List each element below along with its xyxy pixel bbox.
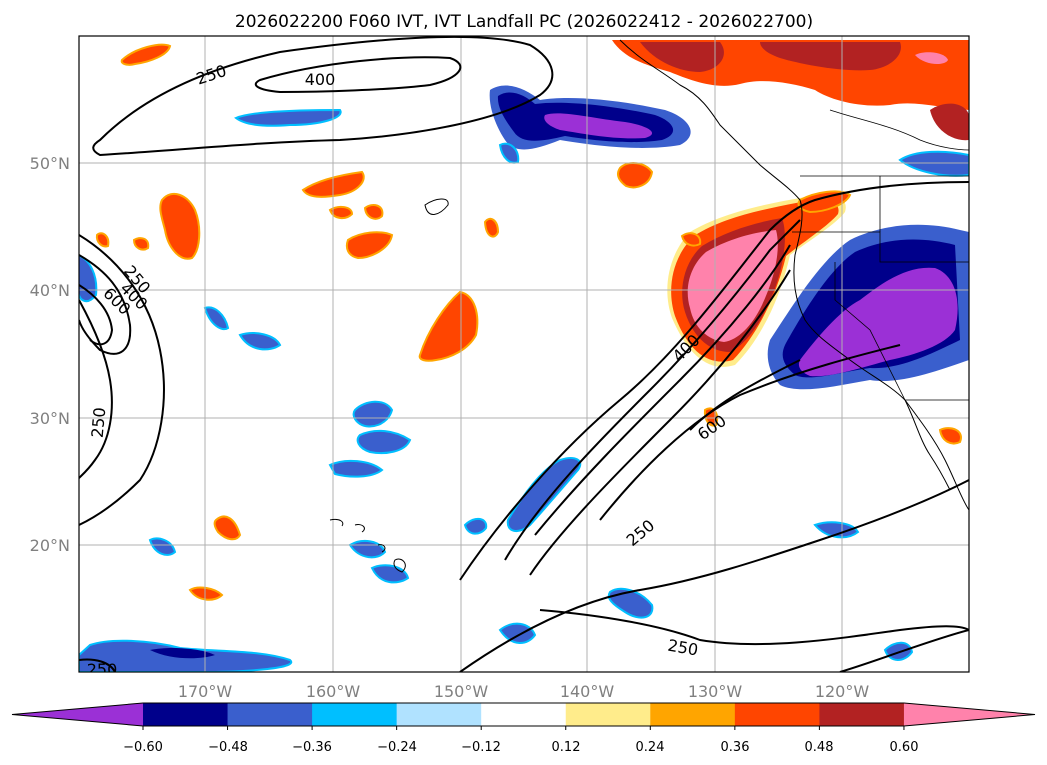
graticule (79, 36, 969, 672)
colorbar-tick-label: −0.48 (208, 740, 248, 755)
lat-label: 20°N (30, 536, 70, 555)
colorbar-segment (734, 703, 820, 726)
colorbar-tick-label: 0.12 (552, 740, 581, 755)
colorbar-tick-label: 0.60 (890, 740, 919, 755)
lon-label: 170°W (178, 682, 233, 701)
colorbar-segment (227, 703, 313, 726)
colorbar-segment (143, 703, 229, 726)
lon-label: 160°W (306, 682, 361, 701)
colorbar-tick-label: −0.60 (123, 740, 163, 755)
ivt-contours (79, 36, 969, 672)
colorbar-tick-label: −0.24 (377, 740, 417, 755)
colorbar-tick-label: −0.12 (461, 740, 501, 755)
contour-label: 250 (87, 660, 118, 679)
lon-label: 150°W (434, 682, 489, 701)
lon-axis: 170°W 160°W 150°W 140°W 130°W 120°W (178, 682, 870, 701)
lat-label: 40°N (30, 281, 70, 300)
colorbar-extend-min (12, 703, 143, 726)
colorbar-segment (396, 703, 482, 726)
colorbar-tick-label: 0.36 (721, 740, 750, 755)
figure-title: 2026022200 F060 IVT, IVT Landfall PC (20… (235, 12, 813, 32)
colorbar-segment (565, 703, 651, 726)
lat-label: 50°N (30, 154, 70, 173)
colorbar-segment (650, 703, 736, 726)
map-frame (78, 35, 970, 673)
colorbar-extend-max (903, 703, 1035, 726)
lat-label: 30°N (30, 409, 70, 428)
colorbar (11, 702, 1036, 730)
contour-label: 250 (88, 406, 110, 438)
lon-label: 140°W (560, 682, 615, 701)
lon-label: 120°W (815, 682, 870, 701)
colorbar-segment (312, 703, 398, 726)
lat-axis: 50°N 40°N 30°N 20°N (30, 154, 70, 555)
colorbar-tick-label: 0.24 (636, 740, 665, 755)
colorbar-segment (481, 703, 567, 726)
colorbar-tick-label: 0.48 (805, 740, 834, 755)
lon-label: 130°W (688, 682, 743, 701)
map-panel: 250 400 250 600 400 250 400 600 250 250 … (79, 36, 969, 679)
coastlines (329, 39, 969, 573)
contour-label: 400 (305, 70, 336, 89)
colorbar-tick-label: −0.36 (292, 740, 332, 755)
colorbar-ticks: −0.60 −0.48 −0.36 −0.24 −0.12 0.12 0.24 … (123, 740, 918, 755)
colorbar-segment (819, 703, 905, 726)
